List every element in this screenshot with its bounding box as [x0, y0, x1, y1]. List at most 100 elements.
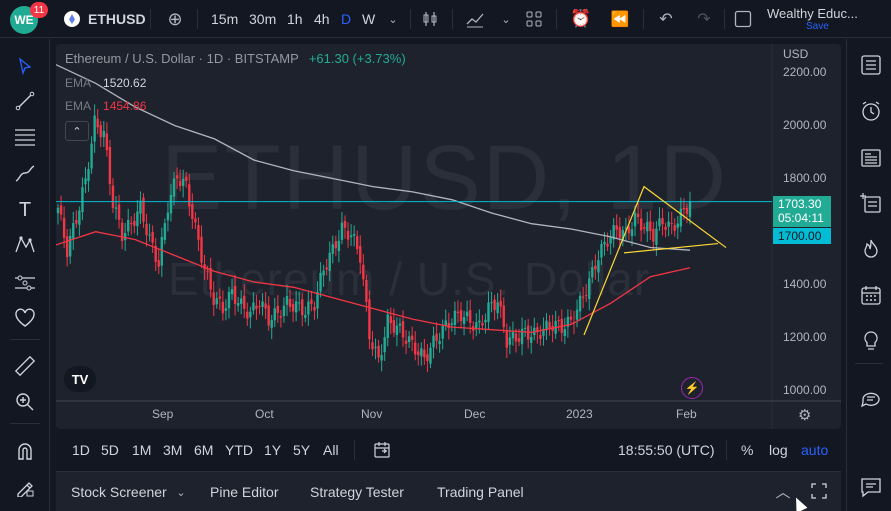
replay-icon[interactable]: ⏪	[610, 11, 630, 28]
forecast-icon[interactable]	[14, 272, 36, 294]
log-scale-toggle[interactable]: log	[769, 442, 788, 458]
tab-strategy-tester[interactable]: Strategy Tester	[310, 484, 404, 500]
range-3m[interactable]: 3M	[163, 442, 183, 458]
candle-body	[99, 125, 102, 138]
pattern-icon[interactable]	[14, 233, 36, 255]
divider	[197, 9, 198, 29]
candle-body	[407, 336, 411, 342]
ruler-icon[interactable]	[14, 355, 36, 377]
timeframe-1h[interactable]: 1h	[287, 11, 303, 27]
utc-clock[interactable]: 18:55:50 (UTC)	[618, 442, 715, 458]
candle-body	[62, 217, 66, 238]
indicators-icon[interactable]	[465, 9, 485, 29]
candle-body	[679, 208, 683, 227]
candle-body	[365, 279, 368, 302]
heart-icon[interactable]	[14, 307, 36, 329]
chart-pane[interactable]: ETHUSD, 1D Ethereum / U.S. Dollar Ethere…	[56, 44, 841, 429]
ema-label: EMA	[65, 99, 92, 113]
maximize-icon[interactable]	[809, 481, 829, 501]
auto-scale-toggle[interactable]: auto	[801, 442, 829, 458]
range-ytd[interactable]: YTD	[225, 442, 253, 458]
candle-body	[236, 303, 240, 306]
candle-body	[484, 319, 487, 323]
chevron-down-icon[interactable]: ⌄	[176, 486, 186, 499]
save-status[interactable]: Save	[806, 21, 829, 32]
candle-body	[297, 302, 301, 304]
redo-icon[interactable]: ↷	[697, 11, 711, 28]
candle-body	[655, 228, 658, 245]
candle-body	[459, 310, 463, 322]
candle-body	[301, 299, 304, 316]
news-icon[interactable]	[859, 146, 883, 170]
collapse-legend-button[interactable]: ⌃	[65, 121, 89, 141]
tab-stock-screener[interactable]: Stock Screener	[71, 484, 167, 500]
percent-scale-toggle[interactable]: %	[741, 442, 754, 458]
lock-draw-icon[interactable]	[14, 476, 36, 498]
add-symbol-icon[interactable]: ⊕	[167, 8, 183, 29]
range-all[interactable]: All	[323, 442, 339, 458]
candle-body	[123, 232, 127, 241]
candle-body	[450, 323, 454, 325]
ideas-icon[interactable]	[859, 329, 883, 353]
range-6m[interactable]: 6M	[194, 442, 214, 458]
fib-icon[interactable]	[14, 126, 36, 148]
ema-legend-slow[interactable]: EMA 1454.86	[65, 99, 146, 113]
candle-body	[438, 340, 441, 344]
chevron-up-icon[interactable]: ︿	[775, 483, 791, 501]
timeframe-w[interactable]: W	[362, 11, 376, 27]
tab-pine-editor[interactable]: Pine Editor	[210, 484, 279, 500]
candle-body	[172, 178, 176, 197]
cursor-icon[interactable]	[14, 55, 36, 77]
candles-icon[interactable]	[420, 9, 440, 29]
candle-body	[59, 205, 63, 215]
zoom-icon[interactable]	[14, 391, 36, 413]
magnet-icon[interactable]	[14, 440, 36, 462]
chat-icon[interactable]	[859, 475, 883, 499]
timeframe-30m[interactable]: 30m	[249, 11, 277, 27]
candle-body	[600, 243, 603, 258]
candle-body	[435, 333, 438, 341]
fullscreen-icon[interactable]	[733, 9, 753, 29]
price-tick: 1800.00	[783, 171, 827, 185]
timeframe-15m[interactable]: 15m	[211, 11, 239, 27]
templates-icon[interactable]	[524, 9, 544, 29]
symbol-search[interactable]: ETHUSD	[88, 11, 146, 27]
text-icon[interactable]: T	[18, 198, 32, 221]
range-1m[interactable]: 1M	[132, 442, 152, 458]
timeframe-d[interactable]: D	[341, 11, 352, 27]
watermark-name: Ethereum / U.S. Dollar	[168, 253, 651, 305]
trend-line-icon[interactable]	[14, 90, 36, 112]
candle-body	[493, 299, 496, 311]
alert-icon[interactable]: ⏰	[570, 9, 592, 28]
range-1y[interactable]: 1Y	[264, 442, 282, 458]
candle-body	[380, 354, 383, 361]
calendar-icon[interactable]	[859, 283, 883, 307]
alerts-clock-icon[interactable]	[859, 99, 883, 123]
watchlist-icon[interactable]	[859, 53, 883, 77]
streams-icon[interactable]	[859, 386, 883, 410]
triangle-lower-line	[623, 242, 719, 254]
candle-body	[670, 223, 673, 225]
chevron-down-icon[interactable]: ⌄	[388, 13, 398, 26]
tradingview-logo[interactable]: TV	[64, 366, 96, 392]
brush-icon[interactable]	[14, 163, 36, 185]
candle-body	[417, 351, 420, 356]
hotlist-icon[interactable]	[859, 237, 883, 261]
tab-trading-panel[interactable]: Trading Panel	[437, 484, 524, 500]
range-1d[interactable]: 1D	[72, 442, 90, 458]
currency-label[interactable]: USD	[783, 47, 809, 61]
undo-icon[interactable]: ↶	[659, 11, 673, 28]
object-tree-icon[interactable]	[859, 191, 883, 215]
gear-icon[interactable]: ⚙	[798, 407, 812, 424]
candle-body	[548, 322, 551, 329]
lightning-icon[interactable]: ⚡	[681, 377, 703, 399]
chevron-down-icon[interactable]: ⌄	[501, 13, 511, 26]
range-5d[interactable]: 5D	[101, 442, 119, 458]
timeframe-4h[interactable]: 4h	[314, 11, 330, 27]
ema-legend-fast[interactable]: EMA 1520.62	[65, 76, 146, 90]
range-5y[interactable]: 5Y	[293, 442, 311, 458]
goto-date-icon[interactable]	[372, 440, 392, 460]
candle-body	[111, 185, 115, 208]
layout-name[interactable]: Wealthy Educ...	[767, 6, 858, 21]
price-chart[interactable]	[56, 44, 841, 429]
